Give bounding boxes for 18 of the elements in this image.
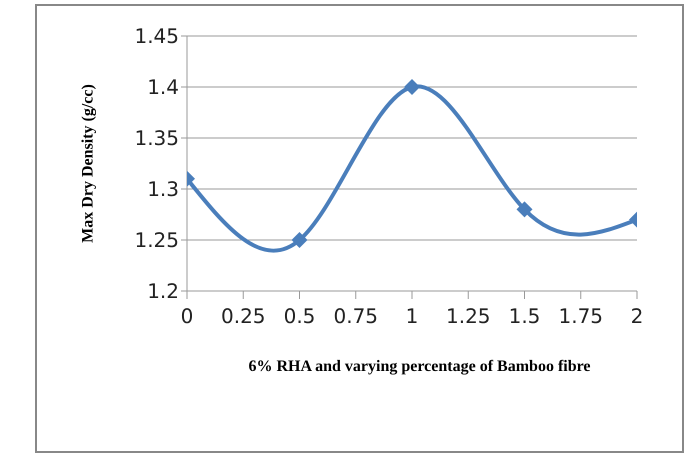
x-tick-label: 0 (180, 304, 194, 328)
x-tick-label: 0.5 (284, 304, 316, 328)
y-tick-label: 1.25 (134, 228, 179, 252)
x-tick-label: 1.75 (558, 304, 604, 328)
y-tick-label: 1.4 (147, 75, 179, 100)
x-axis-title: 6% RHA and varying percentage of Bamboo fibre (247, 358, 592, 376)
x-tick-label: 1 (406, 304, 418, 328)
y-tick-label: 1.45 (134, 24, 179, 48)
point (404, 79, 420, 95)
x-tick-label: 0.25 (220, 304, 266, 328)
x-tick-label: 2 (630, 304, 644, 328)
y-tick-label: 1.2 (147, 279, 179, 304)
x-tick-label: 1.5 (508, 304, 540, 328)
x-tick-label: 1.25 (446, 304, 491, 328)
y-tick-label: 1.35 (134, 126, 179, 150)
x-tick-label: 0.75 (333, 304, 378, 328)
y-axis-title: Max Dry Density (g/cc) (80, 84, 97, 243)
y-tick-label: 1.3 (147, 177, 179, 202)
